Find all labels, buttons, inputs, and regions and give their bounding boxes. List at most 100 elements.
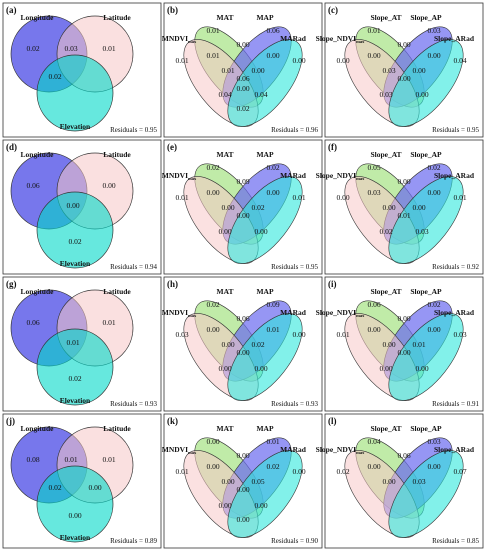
region-value-6: 0.02 xyxy=(266,462,279,471)
set-label-latitude: Latitude xyxy=(103,424,131,433)
region-value-7: 0.00 xyxy=(221,203,234,212)
region-value-9: 0.00 xyxy=(397,348,410,357)
region-value-bc: 0.00 xyxy=(88,483,101,492)
residuals-label: Residuals = 0.91 xyxy=(432,400,479,408)
region-value-13: 0.00 xyxy=(236,84,249,93)
region-value-8: 0.05 xyxy=(251,477,264,486)
elevation-circle xyxy=(36,328,114,406)
panel-frame xyxy=(324,276,484,412)
region-value-5: 0.00 xyxy=(206,462,219,471)
region-value-4: 0.01 xyxy=(292,193,305,202)
panel-frame xyxy=(324,413,484,549)
set-label-3: Slope_ARad xyxy=(434,308,475,317)
region-value-b: 0.00 xyxy=(102,181,115,190)
region-value-9: 0.00 xyxy=(236,211,249,220)
set-label-0: MAT xyxy=(217,150,234,159)
fourth-ellipse xyxy=(227,39,303,127)
region-value-5: 0.01 xyxy=(206,51,219,60)
region-value-8: 0.00 xyxy=(412,203,425,212)
region-value-11: 0.03 xyxy=(415,227,428,236)
region-value-c: 0.00 xyxy=(68,511,81,520)
panel-letter: (e) xyxy=(167,142,177,152)
set-label-3: Slope_ARad xyxy=(434,34,475,43)
region-value-3: 0.00 xyxy=(236,40,249,49)
region-value-7: 0.01 xyxy=(221,66,234,75)
region-value-10: 0.00 xyxy=(218,501,231,510)
panel-frame xyxy=(324,139,484,275)
region-value-5: 0.00 xyxy=(367,462,380,471)
region-value-11: 0.00 xyxy=(415,90,428,99)
region-value-2: 0.02 xyxy=(336,467,349,476)
set-label-0: Slope_AT xyxy=(370,150,401,159)
residuals-label: Residuals = 0.95 xyxy=(432,126,479,134)
region-value-b: 0.01 xyxy=(102,455,115,464)
region-value-4: 0.04 xyxy=(453,56,466,65)
set-label-0: MAT xyxy=(217,13,234,22)
region-value-12: 0.00 xyxy=(236,515,249,524)
elevation-circle xyxy=(36,54,114,132)
panel-frame xyxy=(2,413,162,549)
residuals-label: Residuals = 0.95 xyxy=(110,126,157,134)
panel-letter: (i) xyxy=(328,279,337,289)
region-value-9: 0.00 xyxy=(397,74,410,83)
region-value-3: 0.00 xyxy=(397,314,410,323)
panel-letter: (f) xyxy=(328,142,337,152)
fourth-ellipse xyxy=(227,176,303,264)
region-value-0: 0.04 xyxy=(367,437,380,446)
set-label-3: MARad xyxy=(280,308,307,317)
region-value-1: 0.01 xyxy=(266,437,279,446)
region-value-1: 0.03 xyxy=(427,26,440,35)
set-label-1: MAP xyxy=(256,424,273,433)
panel-letter: (g) xyxy=(6,279,17,289)
region-value-2: 0.01 xyxy=(175,56,188,65)
region-value-10: 0.02 xyxy=(379,227,392,236)
set-label-1: Slope_AP xyxy=(410,13,442,22)
set-label-2: MNDVImax xyxy=(162,445,197,455)
panel-f: (f) Slope_AT Slope_AP Slope_NDVImax Slope_AR… xyxy=(316,139,484,275)
region-value-c: 0.02 xyxy=(68,237,81,246)
region-value-11: 0.00 xyxy=(415,364,428,373)
region-value-b: 0.01 xyxy=(102,44,115,53)
set-label-0: MAT xyxy=(217,287,234,296)
set-label-2: MNDVImax xyxy=(162,171,197,181)
region-value-5: 0.00 xyxy=(367,51,380,60)
set-label-longitude: Longitude xyxy=(21,13,55,22)
set-label-0: MAT xyxy=(217,424,234,433)
set-label-1: Slope_AP xyxy=(410,150,442,159)
region-value-a: 0.02 xyxy=(26,44,39,53)
region-value-4: 0.00 xyxy=(292,467,305,476)
region-value-a: 0.08 xyxy=(26,455,39,464)
panel-d: (d) Longitude Latitude Elevation 0.06 0.00 0.0… xyxy=(2,139,162,275)
region-value-5: 0.00 xyxy=(206,188,219,197)
region-value-4: 0.01 xyxy=(453,193,466,202)
fourth-ellipse xyxy=(227,450,303,538)
panel-j: (j) Longitude Latitude Elevation 0.08 0.01 0.0… xyxy=(2,413,162,549)
region-value-6: 0.00 xyxy=(266,51,279,60)
region-value-2: 0.00 xyxy=(336,193,349,202)
set-label-elevation: Elevation xyxy=(60,533,91,542)
region-value-3: 0.00 xyxy=(236,451,249,460)
set-label-2: MNDVImax xyxy=(162,34,197,44)
region-value-8: 0.02 xyxy=(251,340,264,349)
panel-letter: (k) xyxy=(167,416,178,426)
set-label-2: Slope_NDVImax xyxy=(316,308,365,318)
region-value-10: 0.03 xyxy=(379,90,392,99)
region-value-1: 0.02 xyxy=(266,163,279,172)
set-label-0: Slope_AT xyxy=(370,13,401,22)
region-value-0: 0.02 xyxy=(206,300,219,309)
region-value-7: 0.00 xyxy=(221,477,234,486)
panel-a: (a) Longitude Latitude Elevation 0.02 0.03 0.0… xyxy=(2,2,162,138)
set-label-3: MARad xyxy=(280,445,307,454)
fourth-ellipse xyxy=(227,313,303,401)
region-value-3: 0.00 xyxy=(397,177,410,186)
region-value-0: 0.01 xyxy=(367,26,380,35)
region-value-5: 0.00 xyxy=(206,325,219,334)
region-value-0: 0.00 xyxy=(206,437,219,446)
panel-frame xyxy=(324,2,484,138)
region-value-0: 0.01 xyxy=(206,26,219,35)
residuals-label: Residuals = 0.94 xyxy=(110,263,157,271)
panel-frame xyxy=(2,276,162,412)
set-label-3: Slope_ARad xyxy=(434,171,475,180)
panel-c: (c) Slope_AT Slope_AP Slope_NDVImax Slope_AR… xyxy=(316,2,484,138)
